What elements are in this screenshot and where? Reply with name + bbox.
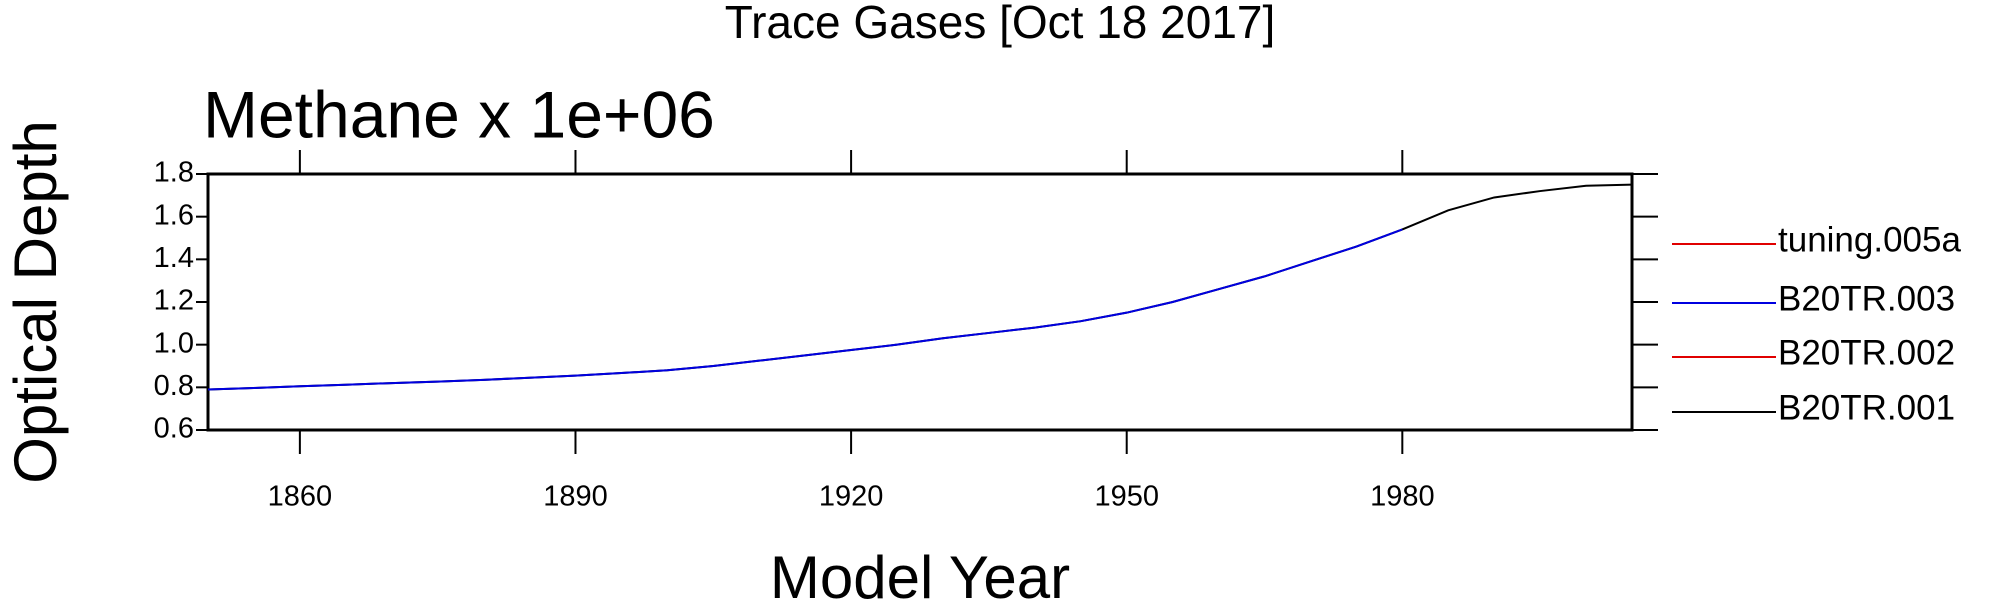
- x-tick-label: 1950: [1094, 481, 1159, 513]
- x-tick-label: 1890: [543, 481, 608, 513]
- x-tick-label: 1860: [268, 481, 333, 513]
- x-tick-label: 1920: [819, 481, 884, 513]
- y-tick-label: 0.8: [154, 370, 194, 402]
- legend-label: B20TR.003: [1778, 279, 1955, 318]
- legend-label: B20TR.002: [1778, 333, 1955, 372]
- x-tick-label: 1980: [1370, 481, 1435, 513]
- y-tick-label: 1.2: [154, 285, 194, 317]
- y-axis-label: Optical Depth: [2, 120, 69, 484]
- series-line: [207, 183, 1633, 391]
- x-axis-label: Model Year: [770, 544, 1070, 609]
- plot-frame: [206, 172, 1634, 432]
- y-tick-label: 1.8: [154, 157, 194, 189]
- legend-label: B20TR.001: [1778, 388, 1955, 427]
- y-tick-label: 1.4: [154, 242, 194, 274]
- y-tick-label: 0.6: [154, 413, 194, 445]
- legend-label: tuning.005a: [1778, 220, 1961, 259]
- chart-subtitle: Methane x 1e+06: [203, 77, 715, 151]
- chart-title: Trace Gases [Oct 18 2017]: [725, 0, 1276, 48]
- series-line: [207, 228, 1403, 391]
- y-tick-label: 1.6: [154, 199, 194, 231]
- y-tick-label: 1.0: [154, 327, 194, 359]
